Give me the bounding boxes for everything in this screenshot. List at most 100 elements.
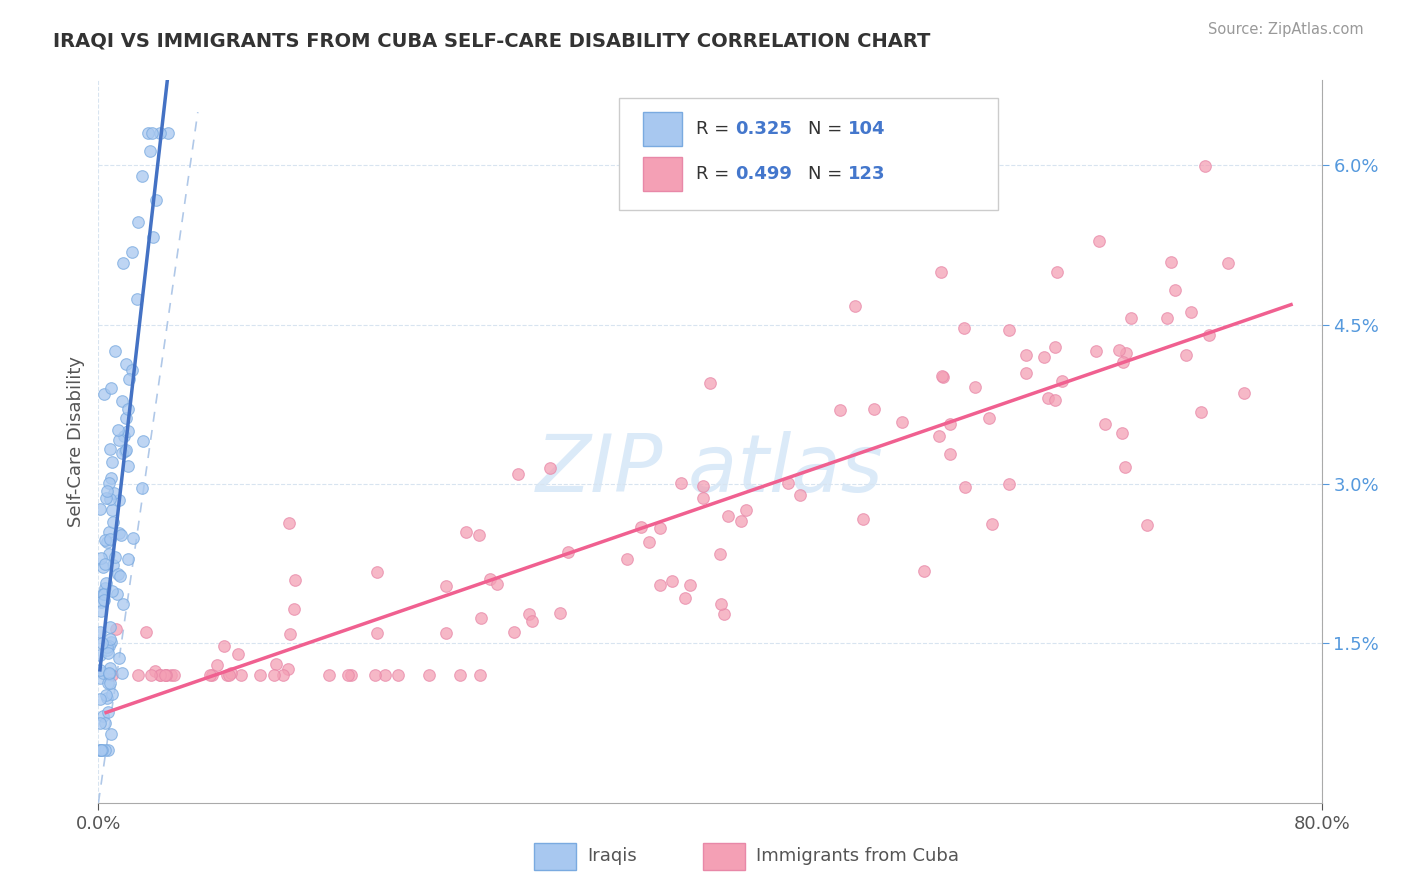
Point (160, 668, 183, 682)
Point (101, 558, 124, 573)
Point (91, 560, 114, 574)
Point (366, 565, 388, 579)
Point (131, 481, 153, 495)
Point (1194, 159, 1216, 173)
Point (679, 577, 702, 591)
Point (97, 705, 120, 719)
Point (107, 566, 129, 581)
Point (735, 503, 758, 517)
Point (1164, 283, 1187, 297)
Point (89, 692, 111, 706)
Point (90, 595, 112, 609)
Point (91, 587, 114, 601)
Point (155, 668, 177, 682)
Point (366, 625, 388, 640)
Point (98, 661, 121, 675)
Point (91, 636, 114, 650)
Point (121, 363, 143, 377)
Point (89, 624, 111, 639)
Point (112, 256, 135, 270)
Point (94, 688, 117, 702)
Point (98, 532, 121, 546)
Point (89, 648, 111, 662)
Point (143, 664, 166, 678)
Point (115, 357, 138, 371)
Point (1085, 344, 1108, 359)
Point (215, 668, 238, 682)
Point (200, 668, 222, 682)
Point (98, 619, 121, 633)
Point (101, 668, 124, 682)
Text: Source: ZipAtlas.com: Source: ZipAtlas.com (1208, 22, 1364, 37)
Point (1108, 343, 1130, 357)
Point (117, 552, 139, 566)
Point (953, 480, 976, 494)
Point (692, 478, 714, 492)
Point (932, 369, 955, 384)
Text: 104: 104 (848, 120, 886, 138)
Point (776, 476, 799, 491)
Point (149, 668, 172, 682)
Point (96, 642, 118, 657)
Point (478, 572, 501, 586)
Point (218, 668, 240, 682)
Point (1015, 348, 1038, 362)
Point (468, 527, 491, 541)
Point (118, 372, 141, 386)
Point (131, 434, 153, 448)
Point (387, 668, 409, 682)
Point (108, 651, 131, 665)
Point (91, 709, 114, 723)
Text: 123: 123 (848, 165, 886, 183)
Point (145, 193, 167, 207)
Point (114, 411, 136, 425)
Point (929, 265, 952, 279)
Point (939, 417, 962, 431)
Point (105, 587, 128, 601)
Point (115, 442, 138, 457)
Point (717, 508, 740, 523)
Point (844, 299, 866, 313)
Point (1050, 375, 1073, 389)
Point (454, 524, 477, 539)
Point (97, 676, 120, 690)
Point (661, 574, 683, 589)
Text: R =: R = (696, 120, 735, 138)
Point (98, 524, 121, 539)
Point (709, 547, 731, 561)
Point (891, 415, 914, 429)
Point (363, 668, 385, 682)
Text: ZIP atlas: ZIP atlas (536, 432, 884, 509)
Point (96, 535, 118, 549)
Point (1046, 265, 1069, 279)
Text: Iraqis: Iraqis (588, 847, 637, 865)
Point (157, 127, 180, 141)
Point (100, 635, 122, 649)
Point (89, 742, 111, 756)
Point (1233, 386, 1256, 401)
Point (1218, 256, 1240, 270)
Point (998, 323, 1021, 337)
Point (318, 668, 340, 682)
Point (671, 475, 693, 490)
Point (117, 402, 139, 417)
Point (142, 230, 165, 244)
Point (89, 502, 111, 516)
Point (648, 578, 671, 592)
Point (98, 491, 121, 506)
Point (100, 471, 122, 485)
Text: 0.499: 0.499 (735, 165, 792, 183)
Point (127, 214, 149, 228)
Text: 0.325: 0.325 (735, 120, 792, 138)
Point (1180, 305, 1202, 319)
Point (965, 380, 987, 394)
Point (506, 467, 529, 481)
Point (155, 668, 177, 682)
Point (207, 658, 229, 673)
Point (699, 376, 721, 390)
Point (139, 668, 162, 682)
Point (90, 603, 112, 617)
Point (149, 668, 172, 682)
Point (284, 573, 307, 587)
Point (1114, 459, 1136, 474)
